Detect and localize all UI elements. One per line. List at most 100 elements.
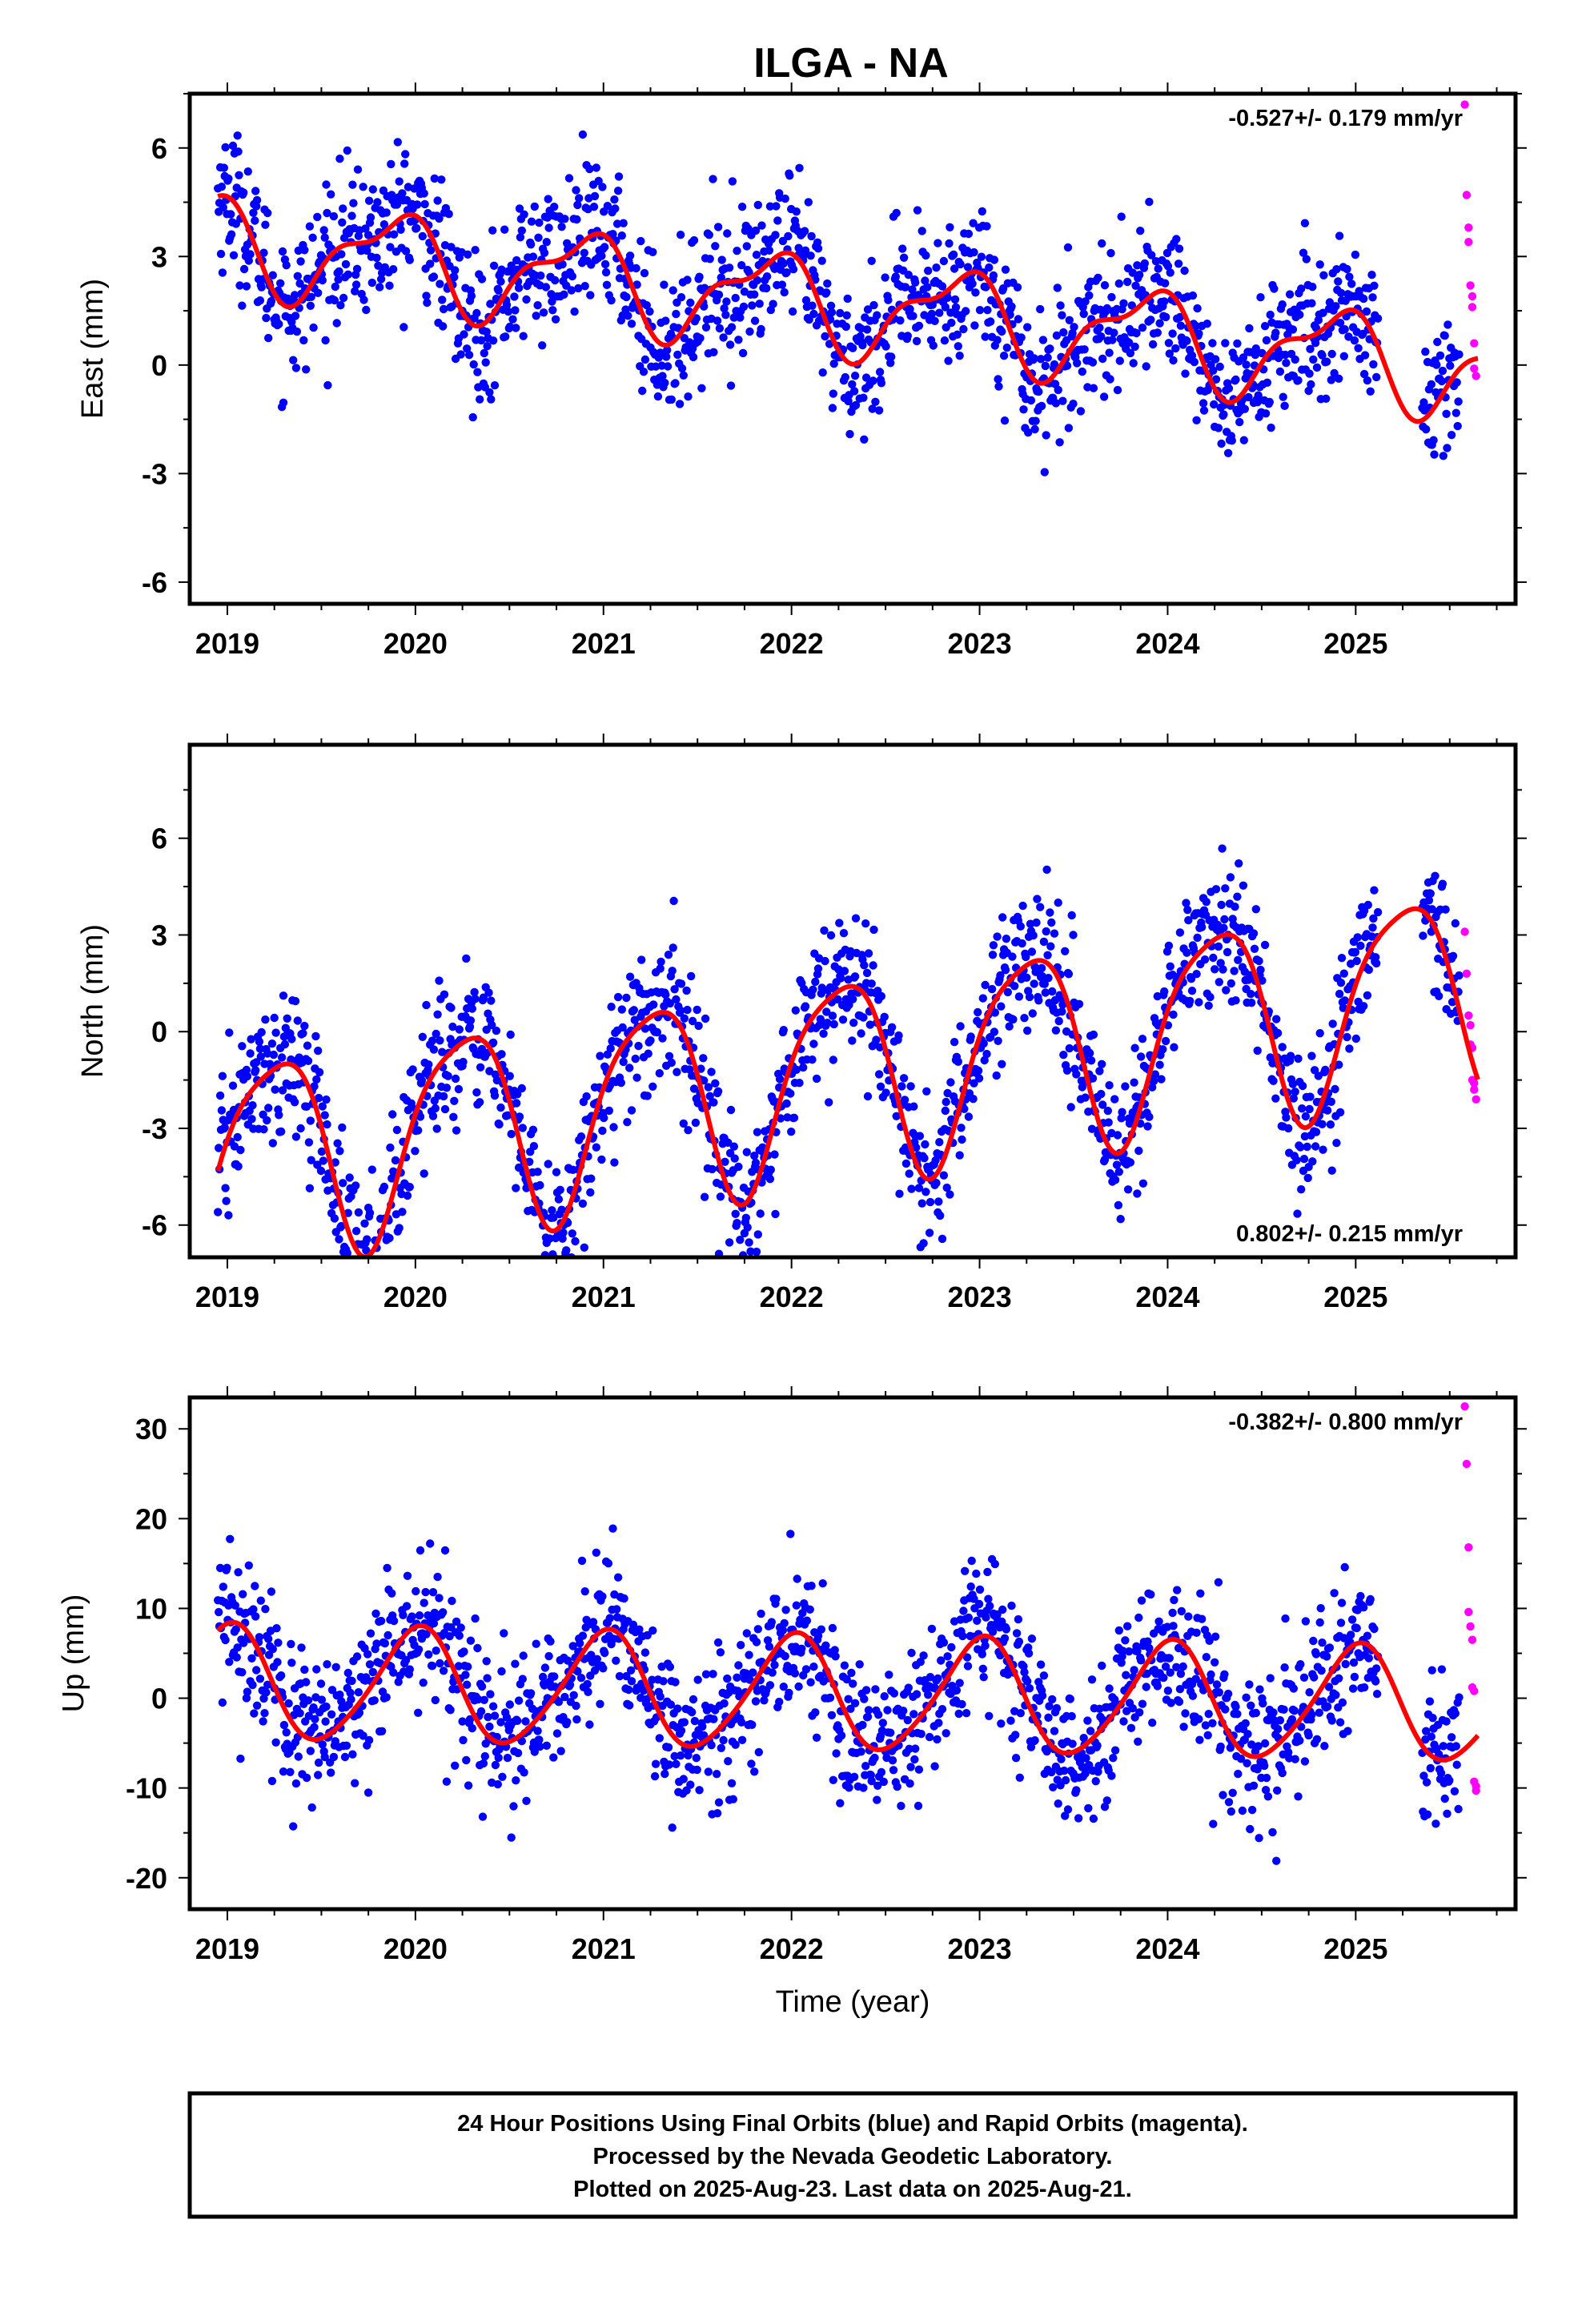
north-y-tick-label: 0 [151,1015,167,1048]
east-final-orbit-point [1339,352,1349,360]
up-final-orbit-point [511,1659,520,1668]
east-final-orbit-point [822,288,831,297]
north-final-orbit-point [892,1112,901,1121]
east-final-orbit-point [218,268,227,277]
up-final-orbit-point [402,1602,412,1610]
up-final-orbit-point [955,1679,964,1687]
up-final-orbit-point [974,1599,984,1609]
north-final-orbit-point [687,971,696,981]
east-final-orbit-point [1043,353,1052,362]
north-final-orbit-point [1058,1007,1066,1016]
north-final-orbit-point [812,1074,821,1084]
up-final-orbit-point [1281,1614,1290,1623]
up-final-orbit-point [1198,1614,1207,1623]
north-final-orbit-point [787,1128,796,1136]
up-final-orbit-point [785,1688,793,1698]
north-final-orbit-point [279,991,288,1000]
north-final-orbit-point [1105,1081,1114,1090]
north-final-orbit-point [517,1084,526,1093]
east-final-orbit-point [729,313,738,322]
east-final-orbit-point [1239,353,1248,362]
north-final-orbit-point [355,1303,363,1311]
up-final-orbit-point [351,1779,359,1787]
east-final-orbit-point [859,393,868,402]
north-final-orbit-point [431,1104,440,1113]
north-final-orbit-point [950,1038,959,1047]
north-final-orbit-point [955,1151,964,1160]
north-final-orbit-point [632,1073,641,1082]
east-x-tick-label: 2021 [572,627,636,660]
east-final-orbit-point [1446,361,1455,370]
east-final-orbit-point [1002,344,1012,352]
north-final-orbit-point [701,1014,710,1023]
up-final-orbit-point [604,1559,613,1568]
east-final-orbit-point [901,283,910,292]
east-final-orbit-point [1359,294,1368,304]
north-final-orbit-point [1149,1076,1158,1086]
up-final-orbit-point [414,1708,423,1717]
east-final-orbit-point [1007,302,1016,311]
east-final-orbit-point [993,336,1002,344]
up-final-orbit-point [857,1747,865,1756]
east-final-orbit-point [1031,416,1040,425]
east-final-orbit-point [319,226,328,235]
up-final-orbit-point [713,1770,721,1779]
north-final-orbit-point [310,1082,319,1091]
north-final-orbit-point [550,1264,558,1272]
north-final-orbit-point [1339,969,1349,978]
up-final-orbit-point [1128,1704,1138,1713]
north-final-orbit-point [1332,1139,1341,1148]
east-final-orbit-point [585,164,594,174]
north-final-orbit-point [694,1021,703,1031]
east-final-orbit-point [1129,359,1138,368]
north-final-orbit-point [1301,1112,1311,1121]
north-final-orbit-point [1016,922,1026,931]
east-final-orbit-point [1233,339,1242,348]
up-final-orbit-point [599,1664,608,1673]
north-final-orbit-point [1335,989,1344,999]
east-final-orbit-point [844,396,853,406]
east-final-orbit-point [1136,227,1145,235]
up-final-orbit-point [1145,1643,1154,1653]
up-final-orbit-point [486,1690,495,1699]
east-final-orbit-point [305,222,315,231]
east-final-orbit-point [1307,380,1315,389]
up-final-orbit-point [924,1691,933,1699]
east-model-fit-line [216,193,1480,424]
north-final-orbit-point [449,1112,458,1122]
north-final-orbit-point [1061,947,1070,956]
up-final-orbit-point [947,1642,956,1652]
up-final-orbit-point [1173,1586,1182,1594]
up-final-orbit-point [1242,1693,1251,1702]
north-final-orbit-point [1370,886,1379,895]
east-final-orbit-point [352,264,362,273]
north-final-orbit-point [1253,1046,1262,1055]
up-final-orbit-point [1296,1660,1305,1669]
east-final-orbit-point [962,307,970,316]
east-final-orbit-point [762,272,772,281]
up-final-orbit-point [984,1594,993,1603]
up-final-orbit-point [482,1657,491,1666]
north-final-orbit-point [610,1158,619,1167]
east-final-orbit-point [658,372,667,380]
north-final-orbit-point [1041,988,1050,997]
north-final-orbit-point [351,1268,359,1276]
up-final-orbit-point [624,1685,633,1695]
north-final-orbit-point [1288,1080,1298,1088]
east-final-orbit-point [238,301,247,310]
north-final-orbit-point [935,1138,944,1147]
up-final-orbit-point [422,1630,431,1638]
north-final-orbit-point [1186,975,1196,983]
east-final-orbit-point [600,259,610,269]
east-final-orbit-point [1064,424,1074,432]
east-final-orbit-point [1224,384,1234,393]
up-final-orbit-point [389,1668,398,1677]
east-final-orbit-point [536,271,545,280]
north-final-orbit-point [544,1265,552,1273]
north-final-orbit-point [357,1325,365,1333]
up-final-orbit-point [751,1697,761,1706]
east-final-orbit-point [435,214,444,223]
east-final-orbit-point [661,316,670,325]
north-final-orbit-point [1219,965,1227,974]
north-final-orbit-point [462,954,471,963]
